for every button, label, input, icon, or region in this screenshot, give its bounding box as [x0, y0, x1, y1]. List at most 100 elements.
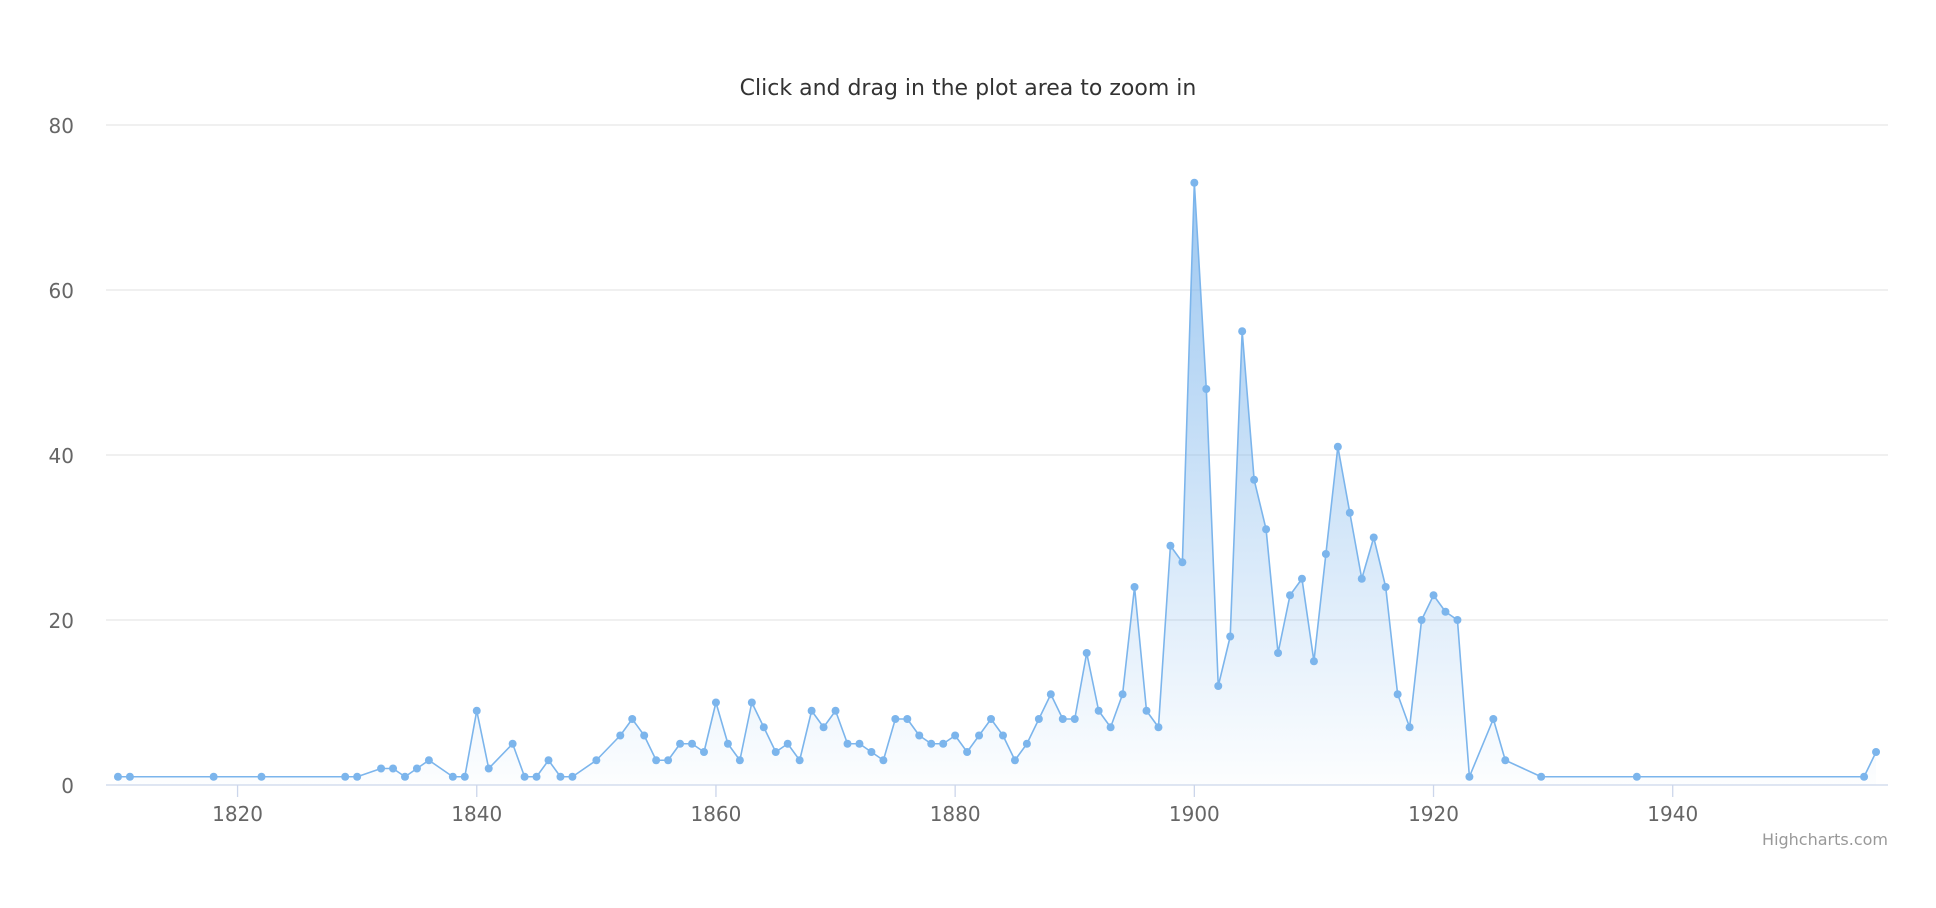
data-point[interactable] — [1417, 616, 1426, 624]
data-point[interactable] — [1357, 574, 1366, 583]
data-point[interactable] — [424, 756, 433, 765]
data-point[interactable] — [711, 698, 720, 707]
data-point[interactable] — [1118, 690, 1127, 699]
data-point[interactable] — [1453, 616, 1462, 624]
data-point[interactable] — [1286, 591, 1295, 600]
data-point[interactable] — [735, 756, 744, 765]
data-point[interactable] — [389, 764, 398, 773]
data-point[interactable] — [1537, 772, 1546, 781]
data-point[interactable] — [628, 715, 637, 723]
data-point[interactable] — [747, 698, 756, 707]
data-point[interactable] — [783, 739, 792, 748]
data-point[interactable] — [1034, 715, 1043, 723]
data-point[interactable] — [1214, 682, 1223, 690]
data-point[interactable] — [1010, 756, 1019, 765]
data-point[interactable] — [1297, 574, 1306, 583]
series-markers[interactable] — [113, 178, 1881, 781]
data-point[interactable] — [1405, 723, 1414, 732]
data-point[interactable] — [1022, 739, 1031, 748]
data-point[interactable] — [508, 739, 517, 748]
data-point[interactable] — [759, 723, 768, 732]
data-point[interactable] — [951, 731, 960, 740]
data-point[interactable] — [1345, 508, 1354, 517]
data-point[interactable] — [1058, 715, 1067, 723]
data-point[interactable] — [699, 748, 708, 756]
data-point[interactable] — [1262, 525, 1271, 534]
data-point[interactable] — [1154, 723, 1163, 732]
data-point[interactable] — [341, 772, 350, 781]
data-point[interactable] — [831, 706, 840, 715]
data-point[interactable] — [1501, 756, 1510, 765]
data-point[interactable] — [723, 739, 732, 748]
data-point[interactable] — [879, 756, 888, 765]
data-point[interactable] — [1190, 178, 1199, 187]
data-point[interactable] — [652, 756, 661, 765]
data-point[interactable] — [987, 715, 996, 723]
data-point[interactable] — [807, 706, 816, 715]
data-point[interactable] — [1860, 772, 1869, 781]
data-point[interactable] — [640, 731, 649, 740]
data-point[interactable] — [688, 739, 697, 748]
data-point[interactable] — [1321, 550, 1330, 558]
data-point[interactable] — [903, 715, 912, 723]
data-point[interactable] — [1369, 533, 1378, 542]
data-point[interactable] — [472, 706, 481, 715]
data-point[interactable] — [400, 772, 409, 781]
data-point[interactable] — [998, 731, 1007, 740]
data-point[interactable] — [664, 756, 673, 765]
data-point[interactable] — [975, 731, 984, 740]
data-point[interactable] — [1489, 715, 1498, 723]
data-point[interactable] — [915, 731, 924, 740]
data-point[interactable] — [1872, 748, 1881, 756]
data-point[interactable] — [963, 748, 972, 756]
data-point[interactable] — [867, 748, 876, 756]
data-point[interactable] — [568, 772, 577, 781]
data-point[interactable] — [819, 723, 828, 732]
data-point[interactable] — [113, 772, 122, 781]
data-point[interactable] — [843, 739, 852, 748]
data-point[interactable] — [1202, 385, 1211, 393]
data-point[interactable] — [1238, 327, 1247, 336]
data-point[interactable] — [939, 739, 948, 748]
data-point[interactable] — [592, 756, 601, 765]
data-point[interactable] — [1309, 657, 1318, 666]
data-point[interactable] — [676, 739, 685, 748]
data-point[interactable] — [412, 764, 421, 773]
data-point[interactable] — [1166, 541, 1175, 550]
data-point[interactable] — [1632, 772, 1641, 781]
data-point[interactable] — [1393, 690, 1402, 699]
data-point[interactable] — [1094, 706, 1103, 715]
data-point[interactable] — [1226, 632, 1235, 641]
data-point[interactable] — [448, 772, 457, 781]
data-point[interactable] — [377, 764, 386, 773]
data-point[interactable] — [771, 748, 780, 756]
data-point[interactable] — [855, 739, 864, 748]
data-point[interactable] — [1465, 772, 1474, 781]
data-point[interactable] — [1381, 583, 1390, 591]
data-point[interactable] — [891, 715, 900, 723]
data-point[interactable] — [1274, 649, 1283, 657]
data-point[interactable] — [1106, 723, 1115, 732]
data-point[interactable] — [1046, 690, 1055, 699]
data-point[interactable] — [353, 772, 362, 781]
data-point[interactable] — [1178, 558, 1187, 567]
data-point[interactable] — [209, 772, 218, 781]
data-point[interactable] — [556, 772, 565, 781]
data-point[interactable] — [1082, 649, 1091, 657]
data-point[interactable] — [532, 772, 541, 781]
data-point[interactable] — [1250, 475, 1259, 484]
data-point[interactable] — [460, 772, 469, 781]
data-point[interactable] — [520, 772, 529, 781]
data-point[interactable] — [257, 772, 266, 781]
data-point[interactable] — [1070, 715, 1079, 723]
credits-link[interactable]: Highcharts.com — [1762, 830, 1888, 849]
data-point[interactable] — [1429, 591, 1438, 600]
data-point[interactable] — [544, 756, 553, 765]
data-point[interactable] — [1441, 607, 1450, 616]
data-point[interactable] — [1142, 706, 1151, 715]
data-point[interactable] — [795, 756, 804, 765]
data-point[interactable] — [484, 764, 493, 773]
data-point[interactable] — [1130, 583, 1139, 591]
